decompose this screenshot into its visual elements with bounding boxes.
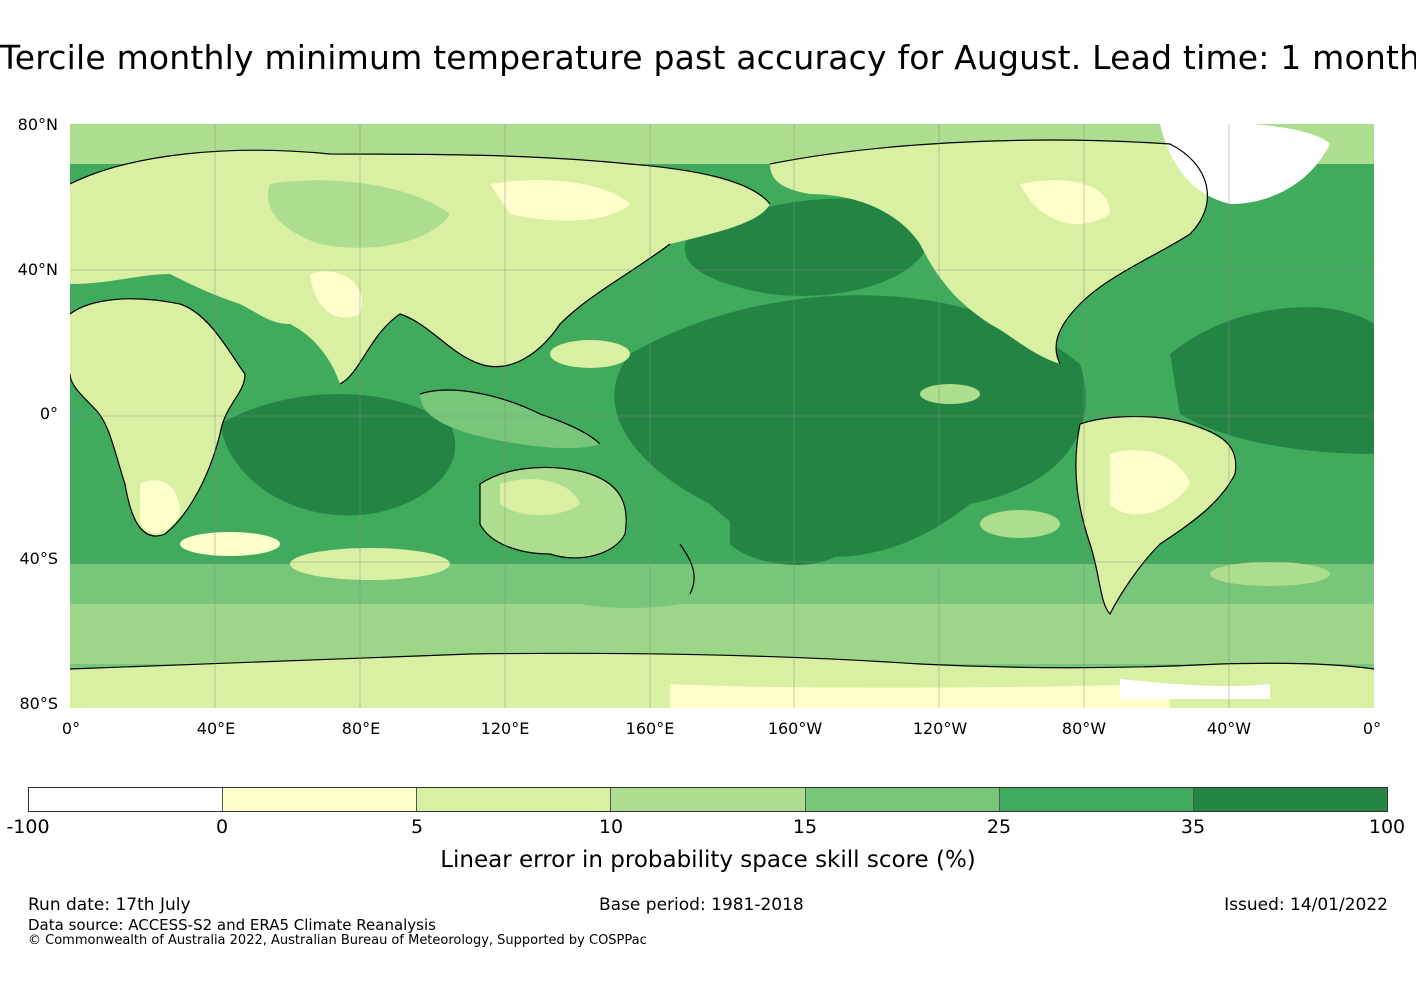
skill-score-map	[70, 124, 1374, 708]
pale-patch	[920, 384, 980, 404]
colorbar-segment	[999, 788, 1194, 811]
land-africa	[70, 298, 245, 536]
lon-label: 160°E	[625, 719, 675, 738]
colorbar-title: Linear error in probability space skill …	[440, 847, 976, 873]
land-maritime	[420, 390, 600, 449]
colorbar-segment	[29, 788, 224, 811]
page-title: Tercile monthly minimum temperature past…	[0, 38, 1416, 77]
land-south-america-pale	[1110, 450, 1190, 515]
lon-label: 40°E	[196, 719, 236, 738]
south-pacific-patch	[730, 497, 842, 565]
lat-label-equator: 0°	[39, 404, 58, 423]
land-eurasia-patch	[268, 180, 450, 248]
antarctic-coast-pale	[670, 684, 1170, 708]
pale-patch	[980, 510, 1060, 538]
colorbar-tick-label: 10	[598, 816, 624, 838]
north-pacific-high-skill	[684, 198, 931, 296]
lon-label: 80°W	[1061, 719, 1107, 738]
land-eurasia-pale	[310, 271, 362, 318]
pale-patch	[560, 580, 700, 608]
land-australia-pale	[500, 479, 580, 516]
lat-label-80s: 80°S	[19, 694, 58, 713]
lon-label: 120°E	[480, 719, 530, 738]
colorbar-tick-label: 35	[1180, 816, 1206, 838]
run-date: Run date: 17th July	[28, 895, 191, 915]
graticule	[70, 124, 1374, 708]
colorbar-tick-label: 25	[986, 816, 1012, 838]
colorbar-tick-label: 100	[1368, 816, 1406, 838]
lat-label-40s: 40°S	[19, 549, 58, 568]
indian-ocean-high-skill	[220, 394, 456, 516]
colorbar-segment	[805, 788, 1000, 811]
colorbar-tick-label: -100	[6, 816, 50, 838]
pale-patch	[550, 340, 630, 368]
pale-patch	[1210, 144, 1290, 184]
lon-label: 0°	[61, 719, 81, 738]
lon-label: 0°	[1362, 719, 1382, 738]
copyright: © Commonwealth of Australia 2022, Austra…	[28, 933, 647, 948]
tropical-pacific-high-skill	[614, 295, 1086, 557]
colorbar-tick-label: 0	[215, 816, 229, 838]
colorbar-segment	[223, 788, 418, 811]
lon-label: 40°W	[1206, 719, 1252, 738]
lon-label: 80°E	[341, 719, 381, 738]
colorbar-tick-label: 15	[792, 816, 818, 838]
lon-label: 120°W	[912, 719, 968, 738]
land-siberia-pale	[490, 180, 630, 221]
colorbar-segment	[611, 788, 806, 811]
lat-label-40n: 40°N	[17, 260, 58, 279]
pale-patch	[290, 548, 450, 580]
colorbar-segment	[1193, 788, 1387, 811]
pale-patch	[1210, 562, 1330, 586]
antarctic-white	[1120, 679, 1270, 699]
land-canada-pale	[1020, 180, 1110, 224]
data-source: Data source: ACCESS-S2 and ERA5 Climate …	[28, 916, 436, 934]
colorbar-tick-label: 5	[410, 816, 424, 838]
map-svg	[70, 124, 1374, 708]
lon-label: 160°W	[767, 719, 823, 738]
colorbar-segment	[417, 788, 612, 811]
issued-date: Issued: 14/01/2022	[1224, 895, 1388, 915]
lat-label-80n: 80°N	[17, 115, 58, 134]
pale-patch	[180, 532, 280, 556]
colorbar	[28, 787, 1388, 812]
southern-ocean-band-pale	[70, 604, 1374, 664]
atlantic-high-skill	[1170, 307, 1374, 454]
land-africa-south	[140, 480, 180, 533]
base-period: Base period: 1981-2018	[599, 895, 804, 915]
